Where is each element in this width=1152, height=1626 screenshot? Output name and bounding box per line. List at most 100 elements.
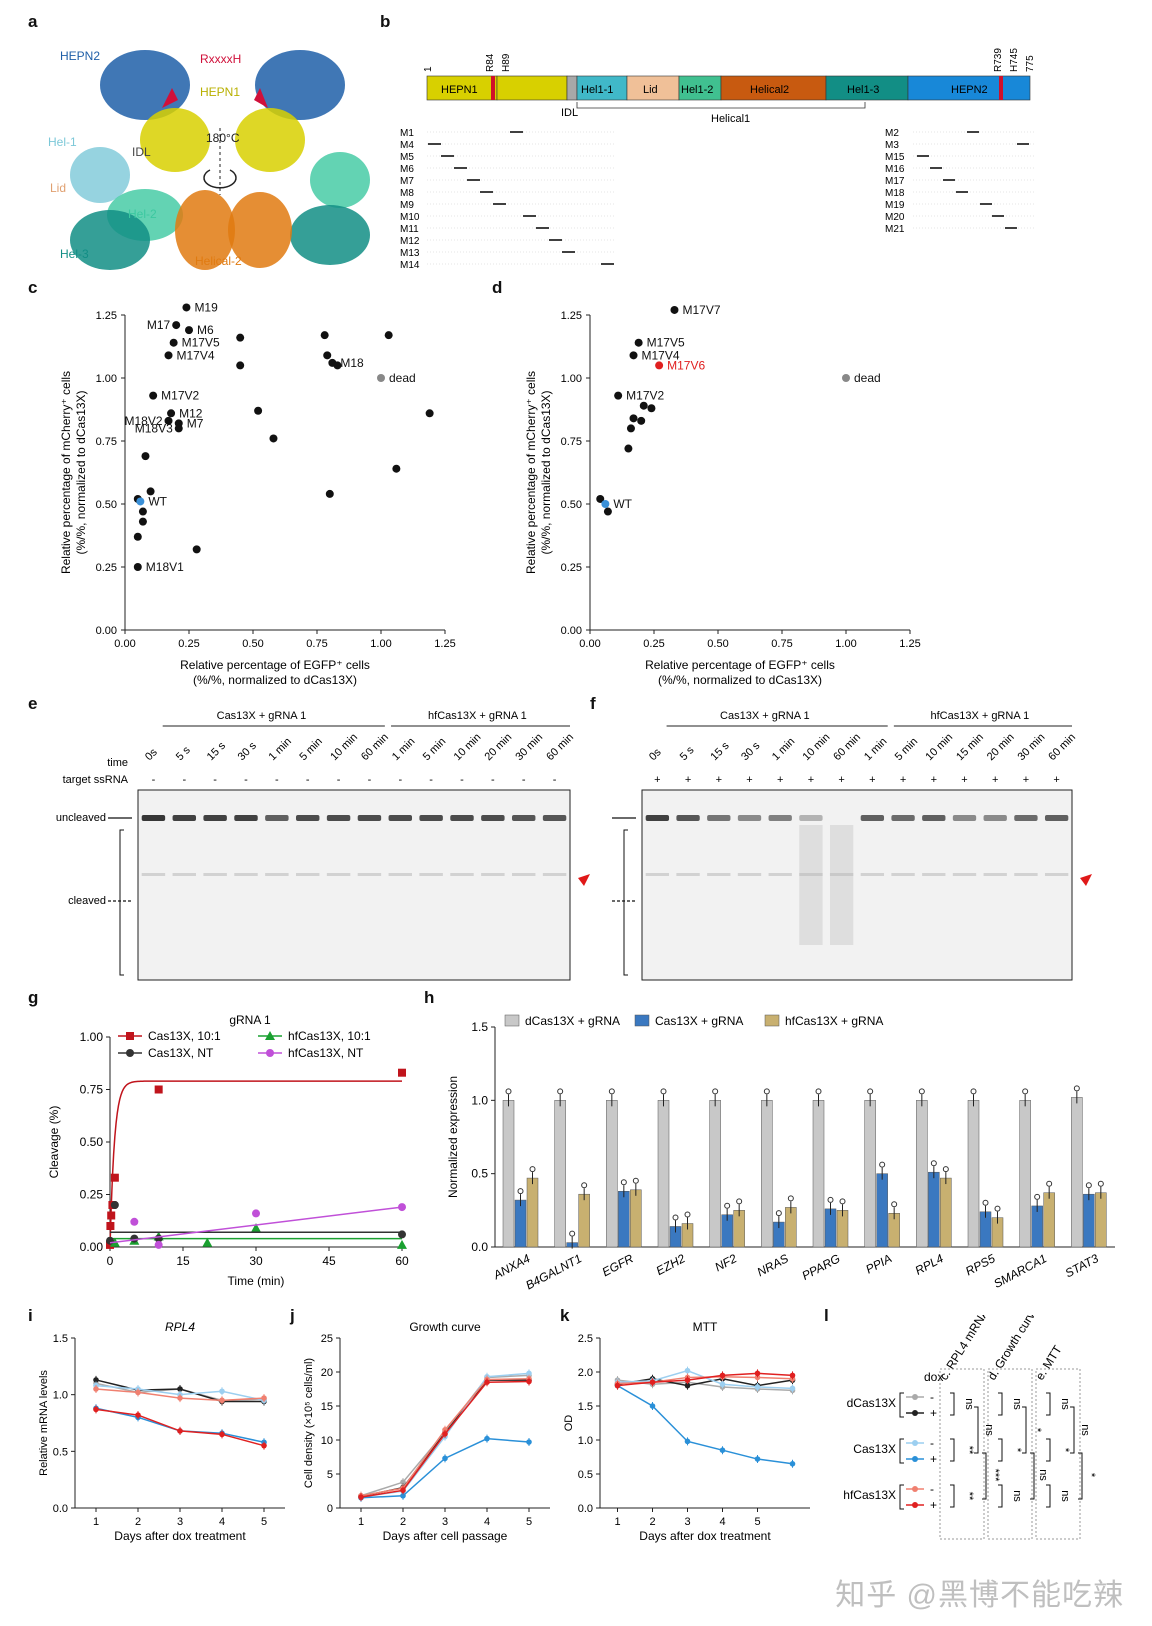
legend-label: Cas13X + gRNA [655,1014,743,1028]
y-tick-label: 0.0 [53,1503,68,1515]
replicate-dot [879,1161,886,1168]
domain-label-lid: Lid [643,84,658,96]
dox-sign: + [930,1406,937,1420]
gel-lane-label: 30 min [513,731,545,763]
stats-bracket [1046,1438,1051,1462]
bar [657,1100,670,1248]
gel-lane-label: 30 s [739,740,763,764]
domain-hel11 [576,75,628,101]
group-legend-marker [912,1486,918,1492]
domain-label-hepn2: HEPN2 [951,84,988,96]
y-tick-label: 0.5 [578,1469,593,1481]
group-legend-marker [912,1502,918,1508]
gel-band-cleaved [203,873,227,876]
stats-column-box [1035,1368,1081,1540]
gel-target-sign: - [275,774,279,786]
x-tick-label: 60 [395,1254,409,1268]
x-tick-label: 1 [614,1516,620,1528]
replicate-dot [557,1088,564,1095]
data-point [842,374,850,382]
x-tick-label: 0.00 [114,638,135,650]
gel-target-sign: - [213,774,217,786]
hepn1-domain-right [235,108,305,172]
stats-bracket [950,1392,955,1416]
data-point [149,391,158,400]
y-axis-label: Relative percentage of mCherry⁺ cells [524,371,538,574]
replicate-dot [1034,1193,1041,1200]
y-tick-label: 2.0 [578,1367,593,1379]
label-angle: 180°C [206,131,240,145]
data-point [192,545,201,554]
y-tick-label: 1.5 [578,1401,593,1413]
data-point [138,517,147,526]
gel-group-label-1: Cas13X + gRNA 1 [720,710,810,722]
dox-sign: + [930,1452,937,1466]
data-point [392,464,401,473]
x-tick-label: 5 [526,1516,532,1528]
panel-label-c: c [28,278,38,297]
y-tick-label: 0.75 [80,1083,104,1097]
y-axis-label: Normalized expression [446,1076,460,1198]
y-tick-label: 1.5 [471,1020,488,1034]
x-tick-label: 1 [358,1516,364,1528]
bar [1083,1193,1095,1248]
stats-mark: ns [983,1424,995,1436]
label-hel3: Hel-3 [60,247,89,261]
data-point [425,409,434,418]
data-point [384,331,393,340]
y-tick-label: 1.00 [96,373,117,385]
series-line [617,1372,793,1387]
hepn1-domain-left [140,108,210,172]
mutant-label-m10: M10 [400,212,420,223]
gel-band-cleaved [676,873,700,876]
stats-column-header: d. Growth curve [985,1315,1042,1383]
x-axis-label-2: (%/%, normalized to dCas13X) [193,673,357,687]
y-tick-label: 1.5 [53,1333,68,1345]
y-axis-label: OD [563,1415,575,1432]
stats-mark: ns [1011,1490,1023,1502]
gel-band-uncleaved [511,815,536,821]
gel-target-sign: + [1053,774,1059,786]
chart-title: gRNA 1 [229,1013,271,1027]
gel-lane-label: 0s [647,746,664,763]
stats-bracket [982,1452,987,1500]
point-label: M17 [147,318,171,332]
bar [554,1100,566,1248]
gel-band-cleaved [922,873,946,876]
gel-target-sign: + [931,774,937,786]
residue-1: 1 [423,66,434,72]
y-tick-label: 1.0 [578,1435,593,1447]
y-tick-label: 15 [321,1401,333,1413]
series-line [360,1437,530,1499]
gel-lane-label: 60 min [1046,731,1078,763]
mutant-label-m9: M9 [400,200,414,211]
category-label: SMARCA1 [991,1251,1049,1291]
data-point [601,500,610,508]
data-point [269,434,278,443]
gel-row-label-target: target ssRNA [63,774,129,786]
data-point [626,424,635,433]
gel-band-cleaved [234,873,258,876]
stats-bracket [950,1484,955,1508]
gel-band-cleaved [707,873,731,876]
gel-target-sign: - [491,774,495,786]
data-marker [110,1173,119,1182]
bar [1043,1192,1055,1248]
stats-bracket [998,1484,1003,1508]
data-point [647,404,656,413]
y-tick-label: 0.75 [96,436,117,448]
gel-target-sign: + [654,774,660,786]
kinetics-panel-g: 0 15 30 45 60 0.00 0.25 0.50 0.75 1.00 Time (min) C… [47,1013,409,1288]
stats-mark: * [1085,1473,1097,1478]
x-axis-label: Days after dox treatment [114,1529,246,1543]
point-label: M18V2 [124,414,162,428]
replicate-dot [684,1211,691,1218]
bar [630,1189,642,1248]
stats-mark: ns [1059,1490,1071,1502]
gel-target-sign: + [838,774,844,786]
gel-frame [641,789,1073,981]
data-point [614,391,623,400]
y-tick-label: 10 [321,1435,333,1447]
gel-target-sign: - [306,774,310,786]
